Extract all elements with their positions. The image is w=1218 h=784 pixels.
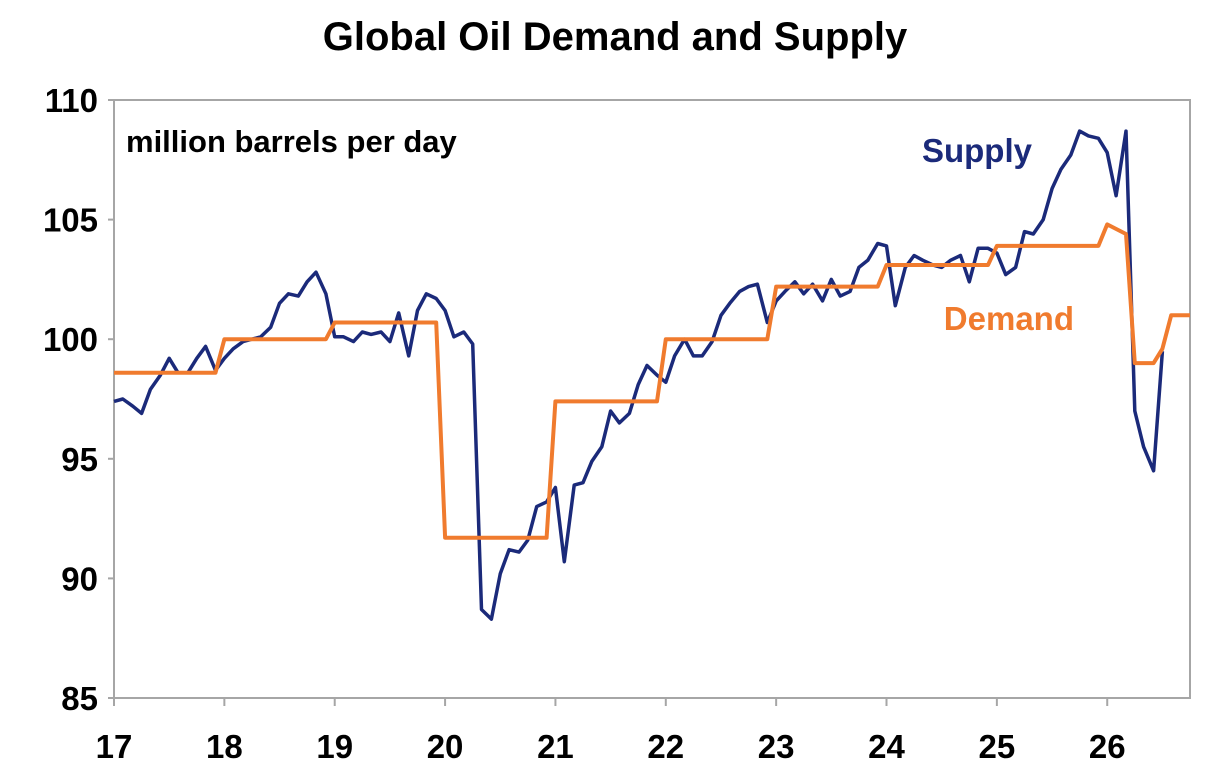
y-tick-label: 105 xyxy=(43,202,98,239)
y-axis-unit-label: million barrels per day xyxy=(126,124,458,159)
x-tick-label: 18 xyxy=(206,728,243,765)
series-group xyxy=(113,129,1190,621)
x-tick-label: 19 xyxy=(316,728,353,765)
x-tick-label: 17 xyxy=(96,728,133,765)
y-tick-label: 100 xyxy=(43,321,98,358)
x-tick-label: 20 xyxy=(427,728,464,765)
plot-frame xyxy=(113,99,1191,699)
series-label-demand: Demand xyxy=(944,300,1074,337)
axes: 110 105 100 95 90 85 17 18 19 20 21 22 23 24 25 26 xyxy=(43,82,1191,765)
x-tick-label: 22 xyxy=(647,728,684,765)
y-tick-label: 95 xyxy=(61,441,98,478)
y-tick-label: 85 xyxy=(61,680,98,717)
y-tick-label: 110 xyxy=(45,82,98,119)
chart-title: Global Oil Demand and Supply xyxy=(323,15,908,59)
series-label-supply: Supply xyxy=(922,132,1033,169)
y-tick-label: 90 xyxy=(61,560,98,597)
labels-group: Supply Demand million barrels per day xyxy=(126,124,1074,337)
x-tick-label: 24 xyxy=(868,728,905,765)
x-tick-label: 26 xyxy=(1089,728,1126,765)
series-line-supply xyxy=(113,129,1165,621)
x-tick-label: 21 xyxy=(537,728,574,765)
series-line-demand xyxy=(114,222,1190,540)
x-tick-label: 23 xyxy=(758,728,795,765)
x-tick-label: 25 xyxy=(979,728,1016,765)
